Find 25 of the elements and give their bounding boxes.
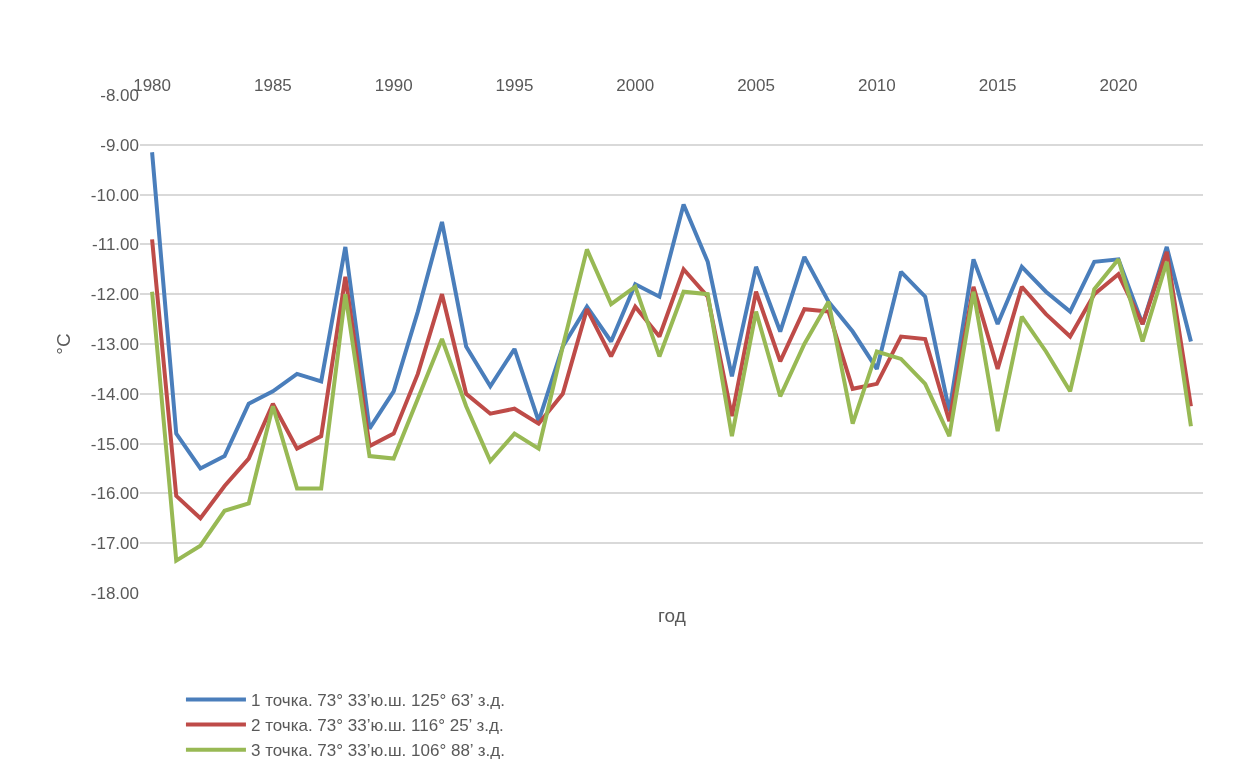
y-tick-label: -12.00 [90, 285, 139, 305]
x-tick-label: 1985 [253, 75, 292, 95]
y-tick-label: -16.00 [90, 484, 139, 504]
x-tick-label: 2000 [616, 75, 655, 95]
x-tick-label: 1995 [495, 75, 534, 95]
y-tick-label: -18.00 [90, 583, 139, 603]
y-tick-label: -15.00 [90, 434, 139, 454]
y-tick-label: -11.00 [92, 235, 139, 255]
line-series [150, 247, 1193, 563]
y-tick-label: -9.00 [100, 135, 139, 155]
x-tick-label: 2005 [737, 75, 775, 95]
legend-label: 2 точка. 73° 33’ю.ш. 116° 25’ з.д. [250, 716, 504, 736]
line-series [150, 150, 1193, 471]
x-tick-label: 1990 [374, 75, 413, 95]
y-axis-title: °C [52, 333, 74, 355]
y-tick-label: -17.00 [90, 534, 139, 554]
x-axis-title: год [658, 605, 686, 626]
legend-label: 1 точка. 73° 33’ю.ш. 125° 63’ з.д. [250, 691, 505, 711]
x-tick-label: 2015 [978, 75, 1017, 95]
y-tick-label: -13.00 [90, 334, 139, 354]
x-tick-label: 2020 [1099, 75, 1138, 95]
x-tick-label: 2010 [857, 75, 896, 95]
legend-label: 3 точка. 73° 33’ю.ш. 106° 88’ з.д. [250, 741, 505, 761]
y-tick-label: -14.00 [90, 384, 139, 404]
y-tick-label: -10.00 [90, 185, 139, 205]
